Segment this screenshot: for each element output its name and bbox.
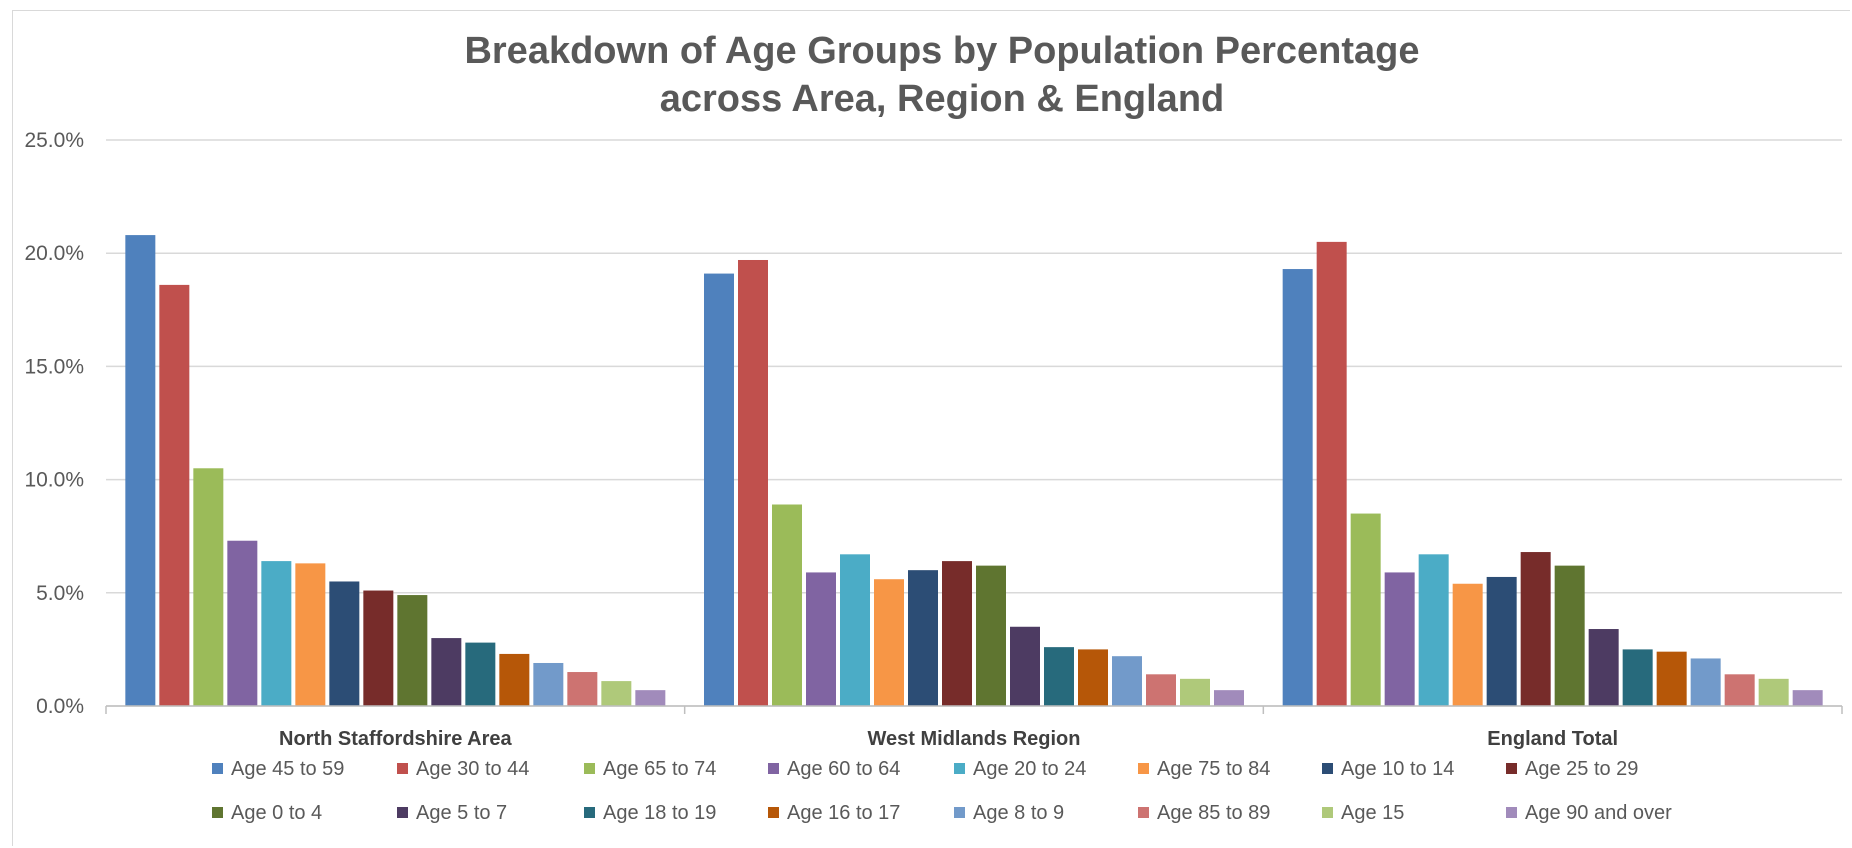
legend-label: Age 20 to 24 xyxy=(973,758,1086,780)
legend-swatch xyxy=(584,763,595,774)
legend-swatch xyxy=(1138,763,1149,774)
legend-label: Age 65 to 74 xyxy=(603,758,716,780)
y-tick-label: 0.0% xyxy=(36,695,84,718)
bar xyxy=(704,273,734,706)
legend-swatch xyxy=(1506,807,1517,818)
legend-swatch xyxy=(212,807,223,818)
bar xyxy=(159,284,190,706)
bar xyxy=(874,579,904,706)
bar xyxy=(1418,554,1449,706)
bars xyxy=(125,235,1823,706)
legend-swatch xyxy=(584,807,595,818)
bar xyxy=(1384,572,1415,706)
bar xyxy=(1146,674,1176,706)
bar xyxy=(1690,658,1721,706)
bar xyxy=(1520,552,1551,706)
legend-label: Age 18 to 19 xyxy=(603,802,716,824)
bar xyxy=(533,662,564,706)
legend-swatch xyxy=(1138,807,1149,818)
bar xyxy=(806,572,836,706)
legend-swatch xyxy=(397,763,408,774)
legend-swatch xyxy=(1322,763,1333,774)
bar xyxy=(431,638,462,706)
bar xyxy=(1452,583,1483,706)
category-label: North Staffordshire Area xyxy=(279,728,513,750)
legend-label: Age 5 to 7 xyxy=(416,802,507,824)
bar xyxy=(1622,649,1653,706)
bar xyxy=(942,561,972,706)
legend-label: Age 45 to 59 xyxy=(231,758,344,780)
bar xyxy=(772,504,802,706)
y-tick-label: 15.0% xyxy=(24,355,84,378)
bar xyxy=(1792,690,1823,706)
bar xyxy=(840,554,870,706)
legend-label: Age 90 and over xyxy=(1525,802,1672,824)
bar xyxy=(1486,576,1517,706)
bar xyxy=(193,468,224,706)
legend: Age 45 to 59 Age 30 to 44 Age 65 to 74 Age … xyxy=(212,758,1672,824)
bar xyxy=(1112,656,1142,706)
legend-label: Age 25 to 29 xyxy=(1525,758,1638,780)
bar xyxy=(1010,626,1040,706)
legend-label: Age 0 to 4 xyxy=(231,802,322,824)
y-axis-ticks: 0.0% 5.0% 10.0% 15.0% 20.0% 25.0% xyxy=(24,129,84,718)
legend-label: Age 10 to 14 xyxy=(1341,758,1454,780)
y-tick-label: 25.0% xyxy=(24,129,84,152)
legend-swatch xyxy=(1322,807,1333,818)
chart-title-line-2: across Area, Region & England xyxy=(660,78,1225,120)
bar xyxy=(363,590,394,706)
category-label: West Midlands Region xyxy=(868,728,1081,750)
bar xyxy=(1044,647,1074,706)
y-tick-label: 5.0% xyxy=(36,582,84,605)
legend-label: Age 30 to 44 xyxy=(416,758,529,780)
bar xyxy=(261,561,292,706)
legend-label: Age 75 to 84 xyxy=(1157,758,1270,780)
legend-label: Age 15 xyxy=(1341,802,1404,824)
legend-label: Age 16 to 17 xyxy=(787,802,900,824)
bar xyxy=(227,540,258,706)
legend-label: Age 85 to 89 xyxy=(1157,802,1270,824)
category-label: England Total xyxy=(1487,728,1618,750)
legend-swatch xyxy=(1506,763,1517,774)
bar xyxy=(1282,269,1313,706)
legend-label: Age 8 to 9 xyxy=(973,802,1064,824)
bar xyxy=(1078,649,1108,706)
bar xyxy=(295,563,326,706)
bar xyxy=(1350,513,1381,706)
legend-swatch xyxy=(768,763,779,774)
legend-swatch xyxy=(397,807,408,818)
y-tick-label: 10.0% xyxy=(24,469,84,492)
bar xyxy=(1724,674,1755,706)
legend-swatch xyxy=(768,807,779,818)
legend-swatch xyxy=(212,763,223,774)
bar xyxy=(1588,629,1619,706)
bar xyxy=(601,681,632,706)
bar xyxy=(635,690,666,706)
bar xyxy=(1316,241,1347,706)
bar xyxy=(908,570,938,706)
bar xyxy=(567,672,598,706)
bar xyxy=(1758,678,1789,706)
legend-swatch xyxy=(954,807,965,818)
bar xyxy=(976,565,1006,706)
legend-label: Age 60 to 64 xyxy=(787,758,900,780)
legend-swatch xyxy=(954,763,965,774)
bar xyxy=(329,581,360,706)
bar xyxy=(1214,690,1244,706)
chart-title-line-1: Breakdown of Age Groups by Population Pe… xyxy=(464,30,1419,72)
bar xyxy=(1180,678,1210,706)
bar xyxy=(738,259,768,706)
bar xyxy=(397,595,428,706)
y-tick-label: 20.0% xyxy=(24,242,84,265)
bar xyxy=(1656,651,1687,706)
bar xyxy=(1554,565,1585,706)
bar xyxy=(499,653,530,706)
bar xyxy=(465,642,496,706)
x-axis: North Staffordshire Area West Midlands Re… xyxy=(105,705,1843,750)
chart-frame xyxy=(12,10,1850,846)
bar xyxy=(125,235,156,706)
